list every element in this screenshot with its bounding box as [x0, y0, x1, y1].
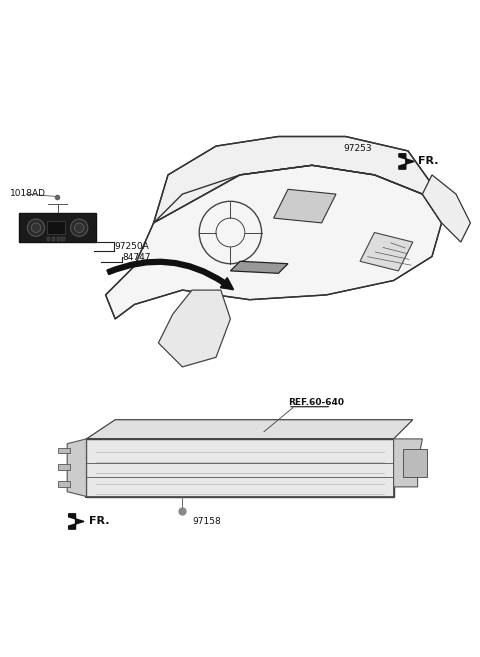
Bar [86, 439, 394, 497]
Bar [57, 237, 60, 240]
Polygon shape [422, 175, 470, 242]
Polygon shape [86, 420, 413, 439]
Circle shape [31, 223, 41, 233]
Bar [58, 464, 70, 470]
Text: 97250A: 97250A [114, 242, 149, 252]
Polygon shape [154, 137, 442, 223]
Text: 97253: 97253 [343, 144, 372, 153]
Polygon shape [360, 233, 413, 271]
Text: REF.60-640: REF.60-640 [288, 398, 344, 407]
Polygon shape [158, 290, 230, 367]
Text: 97158: 97158 [192, 517, 221, 526]
Polygon shape [274, 189, 336, 223]
Polygon shape [399, 154, 414, 169]
Circle shape [27, 219, 45, 237]
Bar [47, 237, 50, 240]
Polygon shape [106, 166, 442, 319]
Polygon shape [69, 514, 84, 529]
Text: 84747: 84747 [122, 254, 151, 262]
Text: FR.: FR. [89, 516, 109, 526]
Polygon shape [394, 439, 422, 487]
Bar [403, 449, 427, 477]
Polygon shape [47, 221, 65, 234]
FancyArrowPatch shape [108, 260, 233, 289]
Bar [58, 481, 70, 487]
Circle shape [71, 219, 88, 237]
Text: 1018AD: 1018AD [10, 189, 46, 198]
Bar [52, 237, 55, 240]
Circle shape [74, 223, 84, 233]
Polygon shape [67, 439, 86, 497]
Polygon shape [230, 261, 288, 273]
Bar [61, 237, 65, 240]
Bar [58, 447, 70, 453]
Polygon shape [19, 214, 96, 242]
Text: FR.: FR. [418, 156, 438, 166]
